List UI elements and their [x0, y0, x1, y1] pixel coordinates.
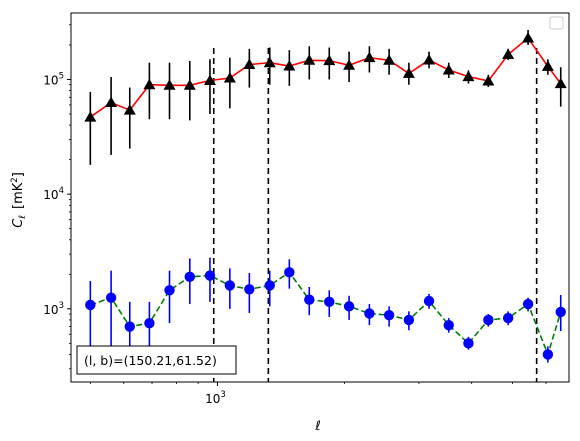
- marker-1-16: [383, 54, 396, 65]
- marker-2-5: [164, 285, 175, 296]
- marker-1-19: [442, 63, 455, 75]
- marker-1-7: [203, 74, 216, 85]
- marker-1-24: [541, 60, 554, 71]
- marker-1-1: [84, 111, 97, 122]
- marker-2-12: [304, 294, 315, 305]
- marker-2-24: [542, 349, 554, 360]
- marker-1-8: [223, 72, 236, 83]
- marker-2-23: [522, 298, 534, 310]
- marker-1-22: [502, 48, 515, 60]
- marker-2-2: [105, 292, 117, 303]
- marker-1-25: [554, 77, 567, 89]
- marker-1-14: [343, 59, 356, 70]
- y-axis-label-sub: ℓ: [18, 215, 28, 220]
- x-tick-label-1: 103: [205, 390, 226, 406]
- legend-box: [549, 16, 564, 30]
- y-tick-label-2: 104: [43, 186, 64, 202]
- marker-2-14: [343, 301, 355, 312]
- marker-1-9: [243, 58, 256, 70]
- marker-1-20: [462, 70, 475, 82]
- marker-2-11: [284, 267, 295, 278]
- y-axis-label-unit-end: ]: [11, 172, 26, 177]
- marker-1-3: [123, 104, 136, 115]
- marker-2-9: [244, 284, 255, 295]
- axis-ticks: [67, 24, 547, 386]
- y-tick-label-3: 105: [43, 71, 64, 87]
- x-axis-label: ℓ: [314, 419, 320, 434]
- marker-2-1: [85, 299, 96, 311]
- marker-1-6: [183, 79, 196, 90]
- series-1: [84, 30, 567, 165]
- plot-frame: [70, 12, 570, 383]
- marker-1-21: [482, 74, 495, 86]
- marker-1-23: [522, 32, 535, 43]
- marker-2-8: [224, 280, 236, 291]
- y-axis-label: Cℓ [mK2]: [10, 172, 28, 228]
- marker-1-10: [263, 56, 276, 68]
- tick-labels: 103 104 105 103: [43, 71, 225, 406]
- marker-1-13: [323, 54, 336, 66]
- marker-2-3: [124, 321, 135, 332]
- annotation-text: (l, b)=(150.21,61.52): [84, 353, 217, 368]
- y-axis-label-main: C: [11, 218, 26, 228]
- marker-1-17: [402, 67, 415, 78]
- series-layer: [84, 30, 567, 363]
- annotation-frame: [76, 345, 237, 375]
- marker-2-7: [204, 270, 216, 281]
- marker-1-5: [163, 79, 176, 90]
- marker-2-21: [483, 314, 494, 326]
- marker-2-17: [403, 314, 415, 326]
- series-2: [85, 257, 566, 363]
- marker-2-16: [383, 309, 395, 321]
- marker-1-2: [105, 96, 118, 107]
- marker-2-13: [324, 296, 335, 308]
- marker-2-22: [502, 312, 514, 324]
- marker-2-4: [144, 317, 155, 329]
- marker-2-18: [423, 295, 435, 307]
- marker-2-6: [184, 271, 195, 283]
- y-axis-label-unit-sup: 2: [10, 177, 20, 182]
- marker-1-18: [423, 53, 436, 65]
- marker-1-4: [143, 78, 156, 90]
- y-tick-label-1: 103: [43, 301, 64, 317]
- marker-2-25: [555, 306, 566, 318]
- marker-1-12: [303, 54, 316, 65]
- marker-1-15: [363, 51, 376, 63]
- svg-text:Cℓ[mK2]: Cℓ [mK2]: [10, 172, 28, 228]
- marker-2-20: [463, 338, 474, 349]
- marker-2-10: [264, 280, 275, 291]
- marker-2-19: [443, 319, 454, 331]
- vertical-reference-lines: [212, 48, 538, 382]
- y-axis-label-unit: [mK: [11, 182, 26, 209]
- marker-1-11: [283, 60, 296, 71]
- marker-2-15: [364, 308, 375, 319]
- annotation-box: (l, b)=(150.21,61.52): [76, 345, 237, 375]
